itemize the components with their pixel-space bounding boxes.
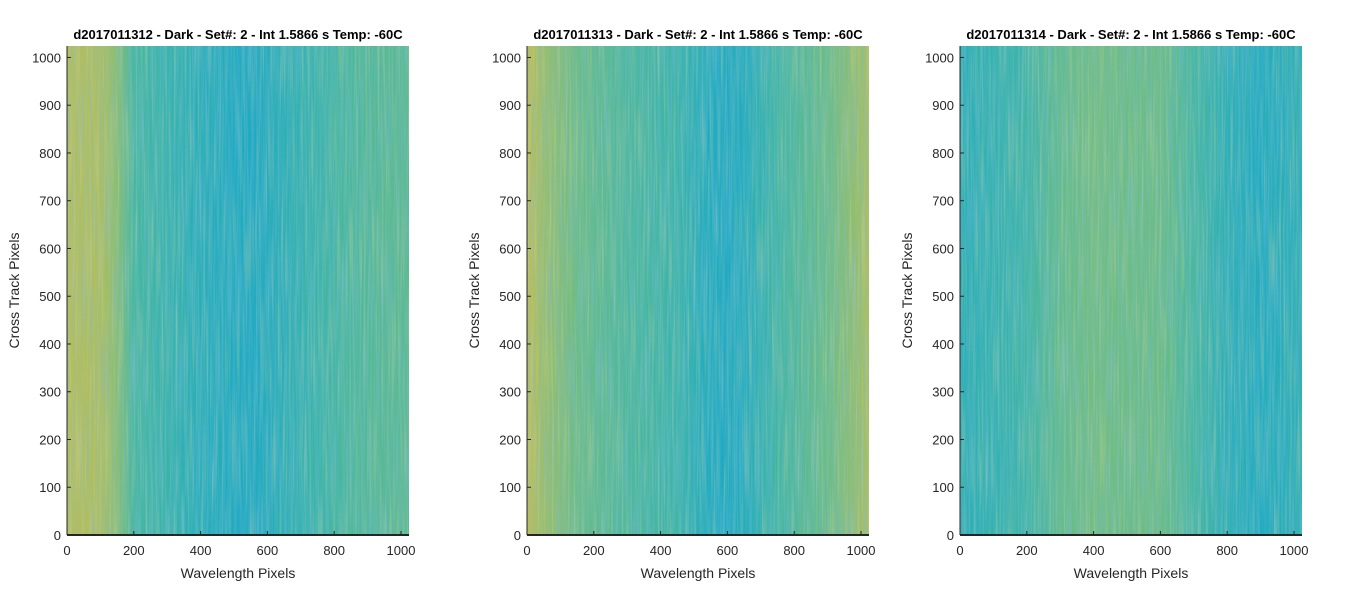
x-tick-label: 0 [523, 543, 530, 558]
y-tick-label: 300 [39, 385, 61, 400]
y-tick-label: 800 [499, 146, 521, 161]
x-tick-label: 0 [63, 543, 70, 558]
heatmap-warm-streaks [67, 46, 409, 535]
y-tick-label: 600 [932, 241, 954, 256]
y-tick-label: 100 [39, 480, 61, 495]
y-tick-label: 400 [499, 337, 521, 352]
x-tick-label: 1000 [1280, 543, 1309, 558]
x-tick-label: 400 [1083, 543, 1105, 558]
y-axis-label: Cross Track Pixels [899, 233, 915, 349]
chart-title: d2017011313 - Dark - Set#: 2 - Int 1.586… [533, 27, 863, 42]
x-axis-label: Wavelength Pixels [1074, 565, 1189, 581]
y-tick-label: 700 [499, 194, 521, 209]
y-tick-label: 400 [39, 337, 61, 352]
x-tick-label: 800 [783, 543, 805, 558]
x-tick-label: 400 [190, 543, 212, 558]
chart-title: d2017011314 - Dark - Set#: 2 - Int 1.586… [966, 27, 1296, 42]
y-tick-label: 900 [39, 98, 61, 113]
x-tick-label: 600 [717, 543, 739, 558]
y-tick-label: 100 [932, 480, 954, 495]
x-tick-label: 600 [257, 543, 279, 558]
x-tick-label: 200 [583, 543, 605, 558]
x-axis-label: Wavelength Pixels [641, 565, 756, 581]
y-tick-label: 600 [499, 241, 521, 256]
x-tick-label: 200 [123, 543, 145, 558]
y-tick-label: 800 [39, 146, 61, 161]
y-tick-label: 900 [499, 98, 521, 113]
y-tick-label: 200 [932, 432, 954, 447]
y-tick-label: 700 [932, 194, 954, 209]
chart-panel-3: 0 200 400 600 800 1000 0 100 200 300 400 500 600 700 8… [899, 27, 1308, 581]
y-axis-label: Cross Track Pixels [466, 233, 482, 349]
y-tick-label: 100 [499, 480, 521, 495]
y-tick-label: 300 [499, 385, 521, 400]
heatmap-warm-streaks [527, 46, 869, 535]
y-tick-label: 1000 [492, 50, 521, 65]
y-tick-label: 300 [932, 385, 954, 400]
chart-title: d2017011312 - Dark - Set#: 2 - Int 1.586… [73, 27, 403, 42]
chart-panel-1: 0 200 400 600 800 1000 0 100 200 300 400 500 600 700 8… [6, 27, 415, 581]
y-tick-label: 500 [932, 289, 954, 304]
y-tick-label: 600 [39, 241, 61, 256]
y-tick-label: 900 [932, 98, 954, 113]
heatmap-image [960, 46, 1302, 535]
x-tick-label: 1000 [387, 543, 416, 558]
y-tick-label: 700 [39, 194, 61, 209]
y-tick-label: 1000 [32, 50, 61, 65]
heatmap-image [67, 46, 409, 535]
y-tick-label: 500 [39, 289, 61, 304]
x-tick-label: 0 [956, 543, 963, 558]
x-tick-label: 600 [1150, 543, 1172, 558]
y-tick-label: 0 [514, 528, 521, 543]
heatmap-warm-streaks [960, 46, 1302, 535]
chart-panel-2: 0 200 400 600 800 1000 0 100 200 300 400 500 600 700 8… [466, 27, 875, 581]
x-tick-label: 800 [323, 543, 345, 558]
x-tick-label: 800 [1216, 543, 1238, 558]
y-tick-label: 200 [499, 432, 521, 447]
y-tick-label: 400 [932, 337, 954, 352]
y-tick-label: 1000 [925, 50, 954, 65]
x-axis-label: Wavelength Pixels [181, 565, 296, 581]
heatmap-image [527, 46, 869, 535]
y-axis-label: Cross Track Pixels [6, 233, 22, 349]
x-tick-label: 1000 [847, 543, 876, 558]
y-tick-label: 0 [947, 528, 954, 543]
y-tick-label: 500 [499, 289, 521, 304]
x-tick-label: 400 [650, 543, 672, 558]
y-tick-label: 800 [932, 146, 954, 161]
y-tick-label: 200 [39, 432, 61, 447]
x-tick-label: 200 [1016, 543, 1038, 558]
y-tick-label: 0 [54, 528, 61, 543]
